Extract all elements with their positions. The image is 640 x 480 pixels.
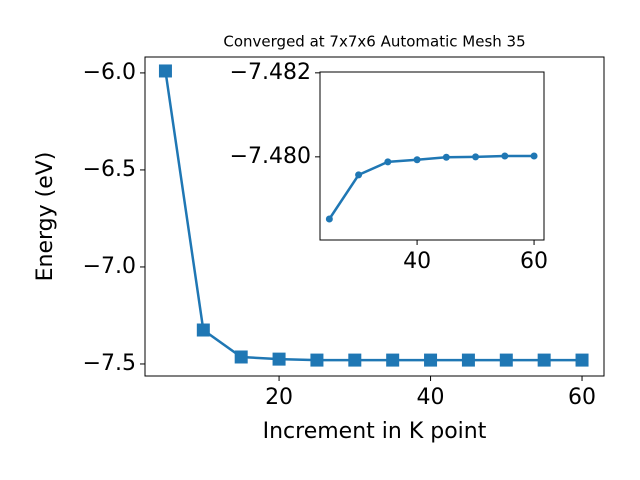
data-marker [348, 353, 362, 367]
y-tick-label: −6.5 [83, 157, 136, 182]
y-axis-label: Energy (eV) [33, 152, 58, 282]
data-marker [537, 353, 551, 367]
data-marker [530, 152, 538, 160]
data-marker [424, 353, 438, 367]
data-marker [575, 353, 589, 367]
x-tick-label: 20 [265, 385, 293, 410]
data-marker [355, 171, 363, 179]
data-marker [442, 153, 450, 161]
data-marker [196, 323, 210, 337]
data-marker [501, 152, 509, 160]
data-marker [272, 352, 286, 366]
data-marker [158, 64, 172, 78]
y-tick-label: −6.0 [83, 60, 136, 85]
chart-title: Converged at 7x7x6 Automatic Mesh 35 [223, 33, 525, 51]
y-tick-label: −7.5 [83, 351, 136, 376]
y-tick-label: −7.0 [83, 254, 136, 279]
data-marker [384, 158, 392, 166]
data-marker [310, 353, 324, 367]
data-marker [499, 353, 513, 367]
data-marker [234, 350, 248, 364]
x-tick-label: 40 [403, 249, 431, 274]
data-marker [413, 156, 421, 164]
data-line [328, 154, 535, 220]
data-marker [386, 353, 400, 367]
x-tick-label: 60 [520, 249, 548, 274]
y-tick-label: −7.482 [230, 60, 311, 85]
data-marker [325, 215, 333, 223]
data-marker [461, 353, 475, 367]
data-marker [472, 153, 480, 161]
x-tick-label: 60 [568, 385, 596, 410]
y-tick-label: −7.480 [230, 144, 311, 169]
x-axis-label: Increment in K point [263, 419, 487, 444]
x-tick-label: 40 [417, 385, 445, 410]
